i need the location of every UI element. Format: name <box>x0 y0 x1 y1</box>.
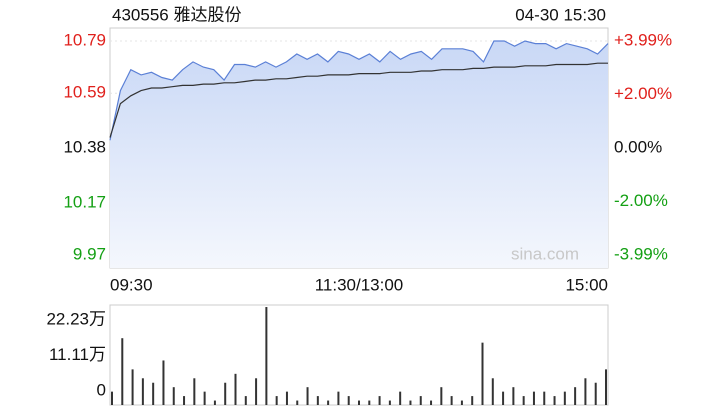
volume-bar <box>512 387 515 405</box>
volume-bar <box>358 400 360 405</box>
volume-bar <box>224 382 227 405</box>
volume-bar <box>265 307 268 405</box>
volume-bar <box>378 396 381 405</box>
volume-bar <box>471 396 474 405</box>
volume-bar <box>306 387 309 405</box>
volume-bar <box>244 396 247 405</box>
volume-bar <box>285 391 288 405</box>
volume-bar <box>419 396 422 405</box>
y-tick-label: 10.79 <box>63 30 106 49</box>
volume-bar <box>522 396 525 405</box>
volume-bar <box>327 400 330 405</box>
volume-tick-label: 11.11万 <box>49 345 106 364</box>
volume-bar <box>491 378 494 405</box>
volume-bar <box>337 391 340 405</box>
volume-bar <box>553 396 556 405</box>
timestamp: 04-30 15:30 <box>515 5 606 24</box>
y-tick-label: 9.97 <box>73 244 106 263</box>
volume-bar <box>141 378 144 405</box>
volume-bar <box>368 400 371 405</box>
y2-tick-label: +3.99% <box>614 30 672 49</box>
volume-bar <box>172 387 175 405</box>
volume-bar <box>296 400 299 405</box>
volume-bar <box>594 382 597 405</box>
volume-bar <box>605 369 607 405</box>
volume-bar <box>532 391 535 405</box>
volume-bar <box>131 369 134 405</box>
volume-bar <box>409 400 412 405</box>
volume-bar <box>430 400 433 405</box>
x-tick-label: 11:30/13:00 <box>315 275 404 294</box>
volume-bar <box>460 400 463 405</box>
volume-bar <box>213 400 216 405</box>
volume-bar <box>450 396 453 405</box>
volume-frame <box>109 304 609 406</box>
volume-bar <box>234 373 237 405</box>
y-tick-label: 10.17 <box>63 192 106 211</box>
volume-bar <box>440 387 443 405</box>
y-tick-label: 10.38 <box>63 137 106 156</box>
volume-bar <box>183 396 186 405</box>
y2-tick-label: -2.00% <box>614 191 668 210</box>
y2-tick-label: -3.99% <box>614 244 668 263</box>
y2-tick-label: +2.00% <box>614 84 672 103</box>
volume-bar <box>203 391 206 405</box>
price-area <box>110 41 608 268</box>
volume-bar <box>543 391 546 405</box>
volume-bar <box>193 378 196 405</box>
volume-bar <box>574 387 577 405</box>
x-tick-label: 09:30 <box>110 275 153 294</box>
y-tick-label: 10.59 <box>63 83 106 102</box>
volume-bar <box>162 360 165 405</box>
watermark: sina.com <box>511 244 579 263</box>
volume-bar <box>502 391 505 405</box>
volume-bar <box>152 382 155 405</box>
volume-bar <box>316 396 319 405</box>
volume-bar <box>584 378 587 405</box>
volume-bar <box>481 342 484 405</box>
chart-title: 430556 雅达股份 <box>112 5 241 24</box>
volume-tick-label: 22.23万 <box>46 309 106 328</box>
price-line <box>109 40 609 141</box>
y2-tick-label: 0.00% <box>614 137 662 156</box>
volume-bar <box>255 378 258 405</box>
volume-bar <box>275 396 278 405</box>
volume-bar <box>388 400 391 405</box>
x-tick-label: 15:00 <box>565 275 608 294</box>
volume-bar <box>563 391 566 405</box>
volume-bar <box>347 396 350 405</box>
volume-bar <box>399 391 402 405</box>
volume-tick-label: 0 <box>97 380 106 399</box>
average-line <box>109 62 608 138</box>
volume-bar <box>121 338 124 405</box>
volume-bar <box>111 391 113 405</box>
